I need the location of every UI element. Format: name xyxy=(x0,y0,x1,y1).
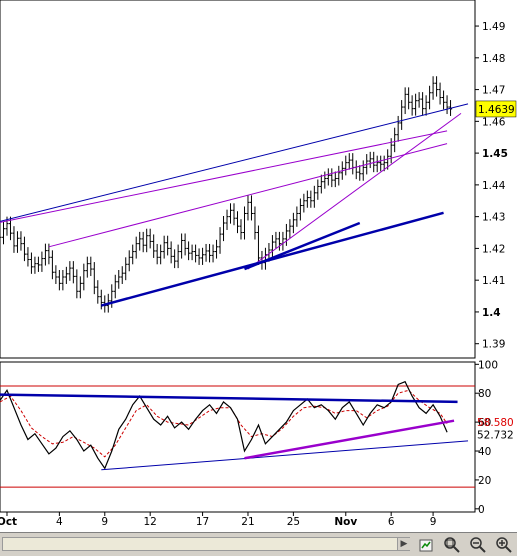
price-tick-label: 1.46 xyxy=(482,116,506,128)
price-tick-label: 1.41 xyxy=(482,275,505,287)
x-tick-label: 12 xyxy=(143,516,156,528)
oscillator-tick-label: 20 xyxy=(478,475,491,487)
oscillator-tick-label: 60 xyxy=(478,417,491,429)
x-tick-label: Oct xyxy=(0,516,17,528)
last-price-label: 1.4639 xyxy=(478,104,515,116)
oscillator-line xyxy=(0,380,448,470)
oscillator-tick-label: 80 xyxy=(478,388,491,400)
oscillator-trendline xyxy=(101,440,469,471)
oscillator-signal-value: 58.580 xyxy=(477,417,514,429)
x-tick-label: 25 xyxy=(287,516,300,528)
x-tick-label: 6 xyxy=(388,516,395,528)
price-trendline xyxy=(244,221,361,271)
price-trendline xyxy=(247,112,462,270)
x-tick-label: 4 xyxy=(56,516,63,528)
horizontal-scrollbar[interactable]: ▶ xyxy=(2,537,410,551)
oscillator-tick-label: 40 xyxy=(478,446,491,458)
oscillator-panel xyxy=(0,361,476,513)
price-trendline xyxy=(0,103,469,222)
price-tick-label: 1.44 xyxy=(482,180,506,192)
chart-settings-icon[interactable] xyxy=(416,535,436,555)
oscillator-tick-label: 0 xyxy=(478,504,485,516)
price-tick-label: 1.42 xyxy=(482,243,505,255)
oscillator-tick-label: 100 xyxy=(478,359,498,371)
price-tick-label: 1.45 xyxy=(482,148,508,160)
bottom-toolbar: ▶ xyxy=(0,532,517,556)
price-trendline xyxy=(0,130,448,223)
price-tick-label: 1.4 xyxy=(482,307,501,319)
last-price-box xyxy=(475,100,517,118)
x-tick-label: 17 xyxy=(196,516,209,528)
x-tick-label: Nov xyxy=(334,516,357,528)
x-tick-label: 9 xyxy=(101,516,108,528)
price-panel xyxy=(0,0,476,359)
price-tick-label: 1.47 xyxy=(482,85,505,97)
oscillator-trendline xyxy=(0,393,458,404)
x-tick-label: 9 xyxy=(430,516,437,528)
oscillator-trendline xyxy=(244,419,455,460)
price-trendline xyxy=(48,143,448,248)
x-tick-label: 21 xyxy=(241,516,254,528)
zoom-in-icon[interactable] xyxy=(494,535,514,555)
chart-canvas: 1.49 1.48 1.47 1.46 1.45 1.44 1.43 1.42 1.41 1.4 1… xyxy=(0,0,517,528)
price-tick-label: 1.49 xyxy=(482,21,505,33)
oscillator-value: 52.732 xyxy=(477,430,514,442)
price-tick-label: 1.39 xyxy=(482,339,505,351)
price-tick-label: 1.43 xyxy=(482,212,505,224)
zoom-out-icon[interactable] xyxy=(468,535,488,555)
price-tick-label: 1.48 xyxy=(482,53,505,65)
zoom-fit-icon[interactable] xyxy=(442,535,462,555)
scroll-right-icon[interactable]: ▶ xyxy=(397,538,410,550)
